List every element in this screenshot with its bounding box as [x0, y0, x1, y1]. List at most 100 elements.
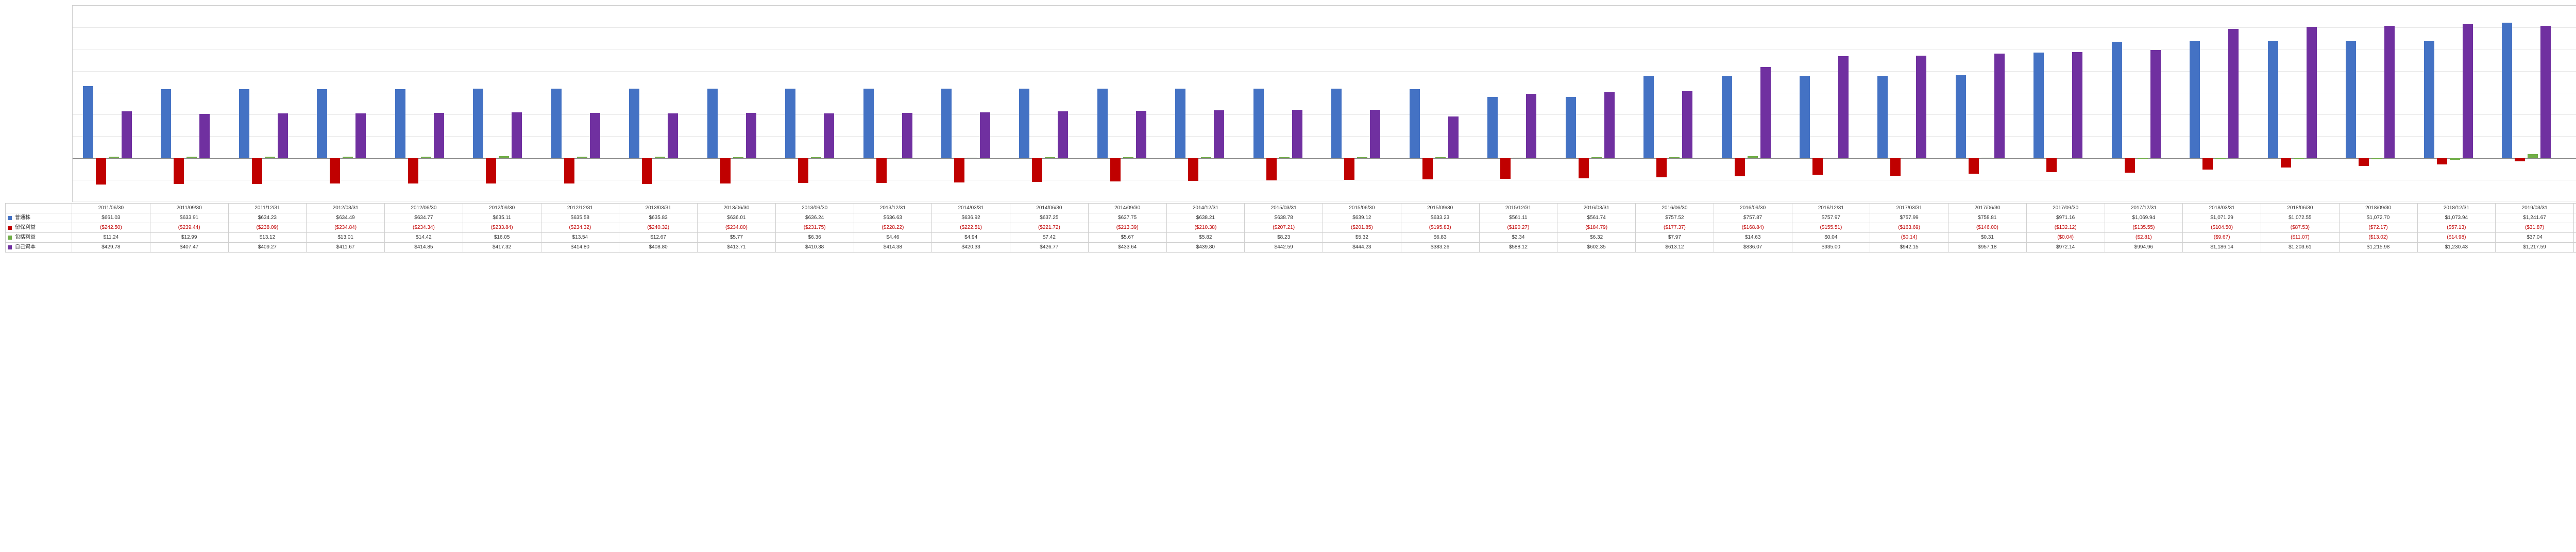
period-group	[700, 6, 777, 202]
data-cell: $1,071.29	[2183, 213, 2261, 223]
data-cell: $636.24	[776, 213, 854, 223]
bar-retained	[1735, 158, 1745, 177]
bar-common_stock	[2112, 42, 2122, 158]
bar-equity	[199, 114, 210, 158]
bar-common_stock	[1487, 97, 1498, 158]
period-header: 2018/06/30	[2261, 204, 2340, 213]
bar-equity	[122, 111, 132, 158]
data-cell: $1,217.59	[2496, 243, 2574, 252]
data-cell: $411.67	[307, 243, 385, 252]
data-cell: ($184.79)	[1557, 223, 1636, 232]
data-cell: ($238.09)	[229, 223, 307, 232]
data-cell: $13.12	[229, 233, 307, 242]
period-group	[2416, 6, 2494, 202]
data-cell: $409.27	[229, 243, 307, 252]
bar-equity	[980, 112, 990, 158]
data-cell: $414.85	[385, 243, 463, 252]
period-header: 2017/09/30	[2027, 204, 2105, 213]
bar-retained	[876, 158, 887, 183]
bar-retained	[1110, 158, 1121, 181]
data-cell: ($228.22)	[854, 223, 933, 232]
data-cell: $5.32	[1323, 233, 1401, 242]
period-group	[1636, 6, 1714, 202]
bar-comprehensive	[577, 157, 587, 158]
data-cell: $7.97	[1636, 233, 1714, 242]
data-cell: ($233.84)	[463, 223, 541, 232]
bar-retained	[564, 158, 574, 183]
bar-retained	[2515, 158, 2525, 162]
bar-comprehensive	[2450, 158, 2460, 160]
data-cell: $635.11	[463, 213, 541, 223]
data-cell: $1,230.43	[2418, 243, 2496, 252]
data-cell: $836.07	[1714, 243, 1792, 252]
data-cell: $637.75	[1089, 213, 1167, 223]
bar-comprehensive	[811, 157, 821, 158]
data-cell: $1,233.86	[2574, 213, 2576, 223]
bar-common_stock	[941, 89, 952, 158]
data-cell: $8.23	[1245, 233, 1323, 242]
data-cell: $6.36	[776, 233, 854, 242]
table-legend-column: 普通株留保利益包括利益自己資本	[5, 203, 72, 253]
bar-equity	[2540, 26, 2551, 158]
bar-comprehensive	[343, 157, 353, 158]
period-group	[777, 6, 855, 202]
period-group	[2182, 6, 2260, 202]
period-group	[621, 6, 699, 202]
data-cell: $420.33	[932, 243, 1010, 252]
bar-retained	[1579, 158, 1589, 178]
data-cell: $2.34	[1480, 233, 1558, 242]
data-cell: ($14.98)	[2418, 233, 2496, 242]
data-cell: ($2.81)	[2105, 233, 2183, 242]
bar-retained	[1266, 158, 1277, 181]
series-label: 包括利益	[15, 233, 36, 242]
data-cell: $439.80	[1167, 243, 1245, 252]
period-header: 2015/03/31	[1245, 204, 1323, 213]
bar-common_stock	[2424, 41, 2434, 158]
data-cell: $1,215.98	[2340, 243, 2418, 252]
bar-retained	[330, 158, 340, 184]
data-table: 普通株留保利益包括利益自己資本 2011/06/302011/09/302011…	[5, 203, 2576, 253]
data-cell: ($240.32)	[619, 223, 698, 232]
period-header: 2016/09/30	[1714, 204, 1792, 213]
data-cell: $408.80	[619, 243, 698, 252]
period-header: 2014/06/30	[1010, 204, 1089, 213]
bar-common_stock	[1877, 76, 1888, 158]
period-group	[1090, 6, 1167, 202]
bar-comprehensive	[1201, 157, 1211, 158]
period-group	[2572, 6, 2576, 202]
bar-common_stock	[161, 89, 171, 158]
data-cell: $5.77	[698, 233, 776, 242]
bar-common_stock	[1722, 76, 1732, 158]
period-header: 2018/03/31	[2183, 204, 2261, 213]
bar-equity	[1994, 54, 2005, 158]
chart-plot-area: ($400)($200)$0$200$400$600$800$1,000$1,2…	[72, 5, 2576, 202]
bar-comprehensive	[2528, 154, 2538, 158]
bar-comprehensive	[1045, 157, 1055, 158]
data-cell: ($201.85)	[1323, 223, 1401, 232]
data-cell: ($213.39)	[1089, 223, 1167, 232]
data-cell: $13.01	[307, 233, 385, 242]
period-header: 2012/06/30	[385, 204, 463, 213]
data-cell: $588.12	[1480, 243, 1558, 252]
bar-retained	[1032, 158, 1042, 182]
bar-equity	[2150, 50, 2161, 158]
bar-common_stock	[317, 89, 327, 158]
bar-common_stock	[1800, 76, 1810, 158]
bar-common_stock	[1410, 89, 1420, 158]
data-cell: $1,241.67	[2496, 213, 2574, 223]
period-group	[544, 6, 621, 202]
data-cell: $413.71	[698, 243, 776, 252]
data-cell: ($0.14)	[1870, 233, 1948, 242]
data-cell: $636.92	[932, 213, 1010, 223]
data-cell: $5.67	[1089, 233, 1167, 242]
bar-common_stock	[1956, 75, 1966, 158]
bar-retained	[2359, 158, 2369, 166]
data-cell: $636.01	[698, 213, 776, 223]
bar-equity	[2228, 29, 2239, 158]
bar-comprehensive	[1435, 157, 1446, 158]
period-header: 2011/09/30	[150, 204, 229, 213]
data-cell: ($195.83)	[1401, 223, 1480, 232]
period-header: 2014/12/31	[1167, 204, 1245, 213]
data-cell: $635.83	[619, 213, 698, 223]
bar-retained	[720, 158, 731, 184]
